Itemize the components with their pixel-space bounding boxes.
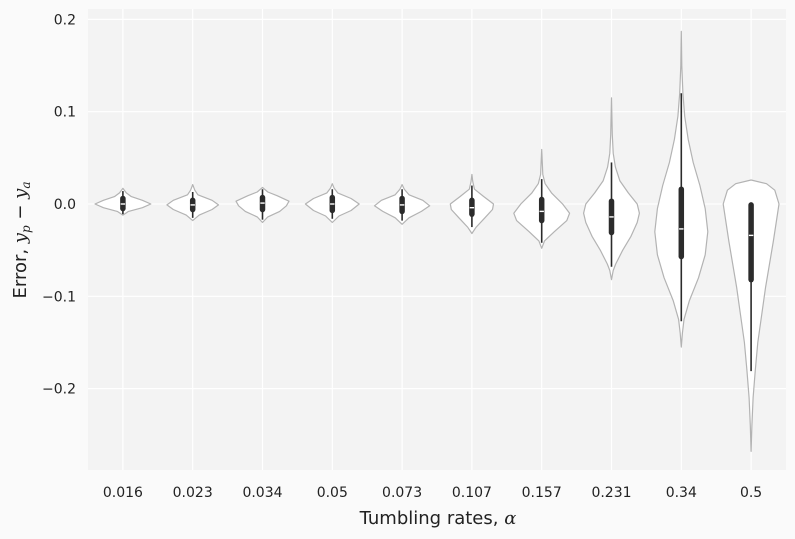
y-axis-label-symbol-y: y xyxy=(10,232,31,244)
x-tick-label: 0.157 xyxy=(522,485,562,501)
y-tick-labels: 0.2 0.1 0.0 −0.1 −0.2 xyxy=(42,12,76,397)
x-tick-label: 0.016 xyxy=(103,485,143,501)
violins xyxy=(94,30,780,452)
violin-0.157 xyxy=(513,148,571,249)
violin-0.023 xyxy=(166,184,220,222)
y-tick-label: 0.2 xyxy=(54,12,76,28)
y-axis-label: Error, yp − ya xyxy=(10,181,33,298)
violin-0.073 xyxy=(373,184,431,225)
x-tick-label: 0.05 xyxy=(317,485,348,501)
y-tick-label: −0.2 xyxy=(42,382,76,398)
x-axis-label: Tumbling rates, α xyxy=(359,508,517,529)
x-tick-label: 0.073 xyxy=(382,485,422,501)
x-tick-label: 0.107 xyxy=(452,485,492,501)
violin-0.05 xyxy=(304,183,360,224)
x-tick-label: 0.231 xyxy=(591,485,631,501)
y-tick-label: 0.0 xyxy=(54,197,76,213)
violin-0.107 xyxy=(449,173,495,235)
y-axis-label-sub-p: p xyxy=(19,225,33,233)
x-tick-label: 0.34 xyxy=(666,485,697,501)
x-tick-label: 0.034 xyxy=(242,485,282,501)
y-tick-label: 0.1 xyxy=(54,105,76,121)
y-axis-label-minus: − xyxy=(10,199,31,226)
y-tick-label: −0.1 xyxy=(42,289,76,305)
x-axis-label-text: Tumbling rates, xyxy=(359,508,505,529)
x-tick-label: 0.023 xyxy=(173,485,213,501)
y-axis-label-text: Error, xyxy=(10,243,31,298)
y-axis-label-symbol-y2: y xyxy=(10,188,31,200)
x-axis-label-symbol: α xyxy=(504,508,516,529)
violin-0.231 xyxy=(583,97,640,281)
y-axis-label-sub-a: a xyxy=(19,181,33,188)
x-tick-label: 0.5 xyxy=(740,485,762,501)
violin-0.016 xyxy=(94,187,152,216)
x-tick-labels: 0.016 0.023 0.034 0.05 0.073 0.107 0.157 0.231 0… xyxy=(103,485,762,501)
violin-0.034 xyxy=(235,186,290,224)
violin-0.5 xyxy=(722,179,780,452)
violin-0.34 xyxy=(654,30,709,348)
